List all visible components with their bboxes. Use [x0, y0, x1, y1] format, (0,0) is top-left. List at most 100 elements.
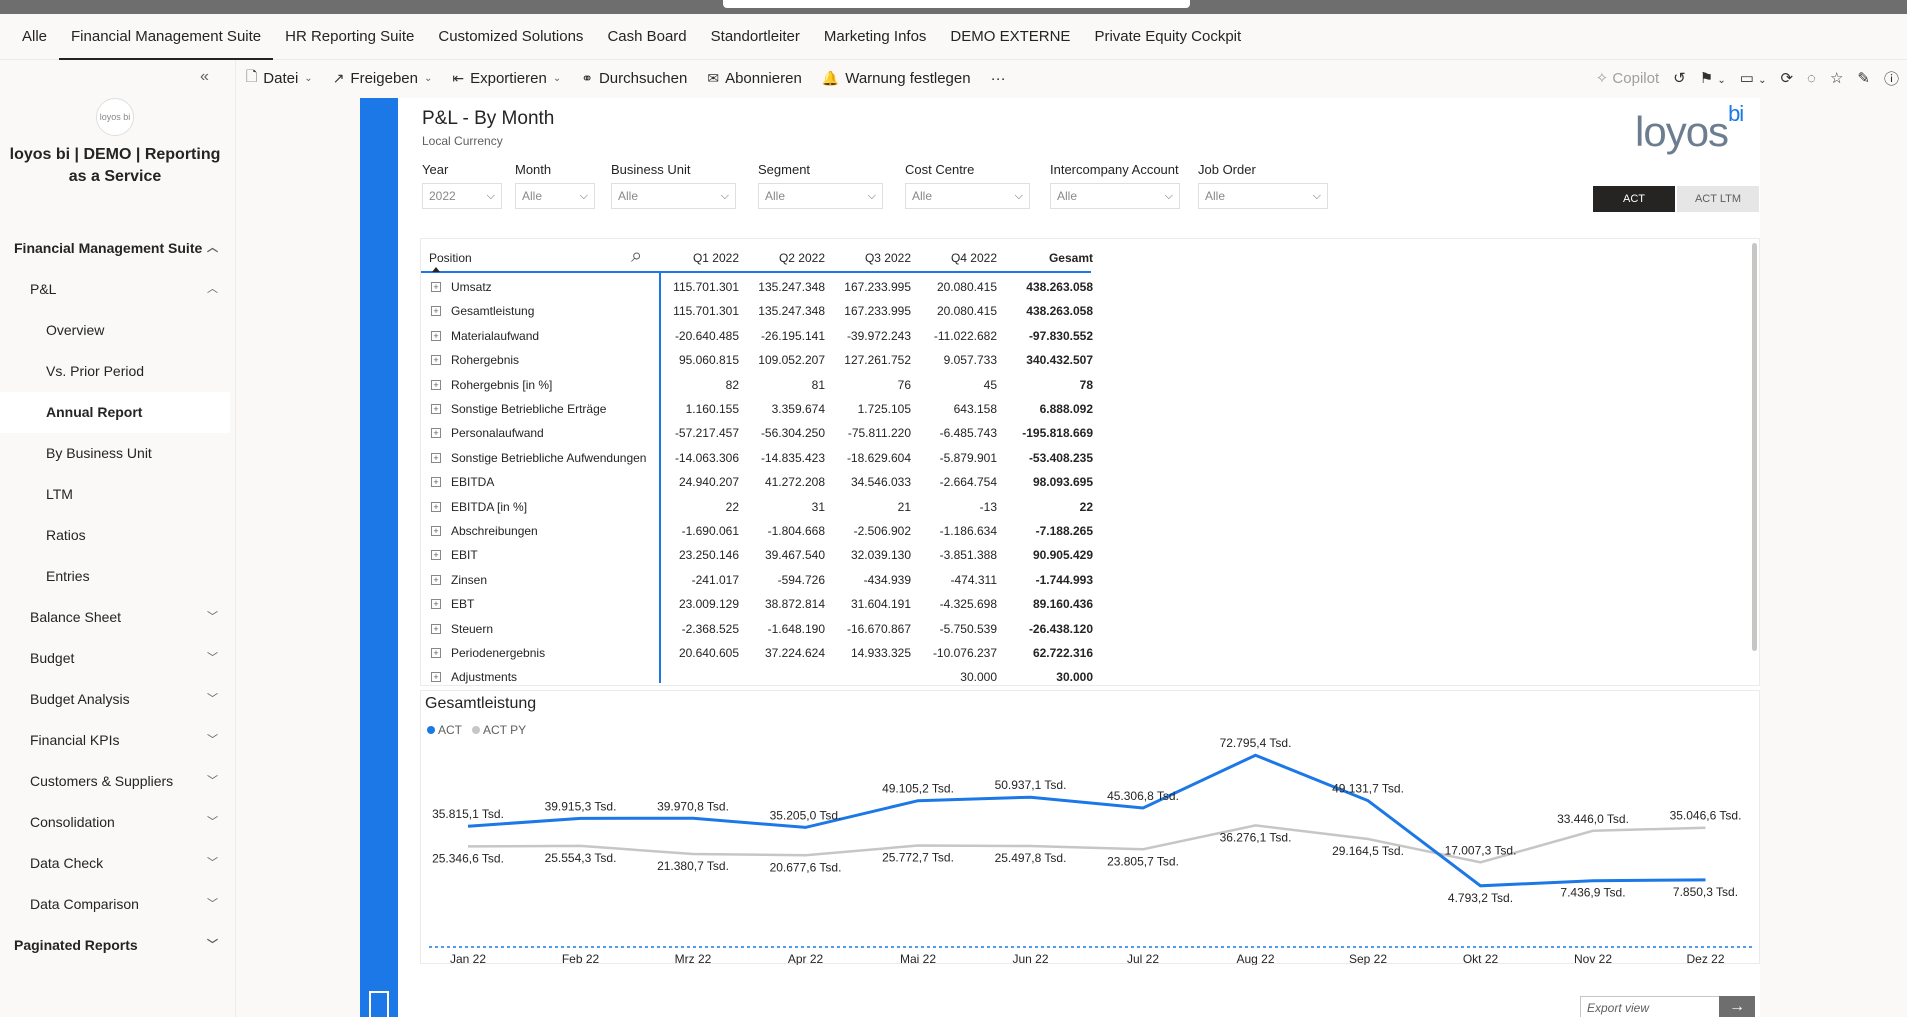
- sidebar-item-ltm[interactable]: LTM: [0, 474, 230, 515]
- chevron-down-icon: ⌄: [423, 72, 433, 84]
- toggle-act-ltm[interactable]: ACT LTM: [1677, 186, 1759, 212]
- export-view-input[interactable]: Export view →: [1580, 996, 1755, 1017]
- legend-act[interactable]: ACT: [427, 723, 462, 737]
- expand-icon[interactable]: +: [431, 501, 441, 512]
- sidebar-item-by-business-unit[interactable]: By Business Unit: [0, 433, 230, 474]
- warnung-button[interactable]: 🔔 Warnung festlegen: [812, 60, 981, 96]
- sidebar-item-p-l[interactable]: P&L ︿: [0, 269, 230, 310]
- freigeben-button[interactable]: ↗ Freigeben ⌄: [323, 60, 443, 96]
- nav-tab-alle[interactable]: Alle: [22, 27, 48, 45]
- header-column[interactable]: Q3 2022: [864, 251, 911, 265]
- expand-icon[interactable]: +: [431, 306, 441, 317]
- chevron-down-icon: ﹀: [207, 898, 218, 910]
- expand-icon[interactable]: +: [431, 452, 441, 463]
- sidebar-item-balance-sheet[interactable]: Balance Sheet ﹀: [0, 597, 230, 638]
- sidebar-item-budget[interactable]: Budget ﹀: [0, 638, 230, 679]
- expand-icon[interactable]: +: [431, 672, 441, 683]
- expand-icon[interactable]: +: [431, 330, 441, 341]
- series-line-act[interactable]: [467, 753, 1706, 888]
- sidebar-item-ratios[interactable]: Ratios: [0, 515, 230, 556]
- more-options-button[interactable]: ···: [990, 69, 1006, 87]
- expand-icon[interactable]: +: [431, 574, 441, 585]
- copilot-button[interactable]: ✧ Copilot: [1595, 70, 1660, 87]
- x-tick-label: Nov 22: [1574, 952, 1612, 965]
- header-position[interactable]: Position: [429, 251, 472, 265]
- abonnieren-button[interactable]: ✉ Abonnieren: [697, 60, 811, 96]
- comment-icon[interactable]: ◌: [1807, 69, 1816, 87]
- cell-value: 135.247.348: [758, 304, 825, 319]
- expand-icon[interactable]: +: [431, 404, 441, 414]
- durchsuchen-button[interactable]: ⚭ Durchsuchen: [571, 60, 697, 96]
- header-column[interactable]: Q4 2022: [950, 251, 997, 265]
- sidebar-item-label: By Business Unit: [46, 445, 152, 461]
- slicer-dropdown[interactable]: Alle ⌵: [515, 183, 595, 209]
- toggle-act[interactable]: ACT: [1593, 186, 1675, 212]
- info-icon[interactable]: ⓘ: [1883, 70, 1899, 88]
- sidebar-item-financial-kpis[interactable]: Financial KPIs ﹀: [0, 720, 230, 761]
- edit-icon[interactable]: ✎: [1857, 70, 1870, 87]
- refresh-icon[interactable]: ⟳: [1780, 70, 1794, 87]
- header-column[interactable]: Q1 2022: [692, 251, 739, 265]
- sidebar-item-data-comparison[interactable]: Data Comparison ﹀: [0, 884, 230, 925]
- sidebar-item-consolidation[interactable]: Consolidation ﹀: [0, 802, 230, 843]
- nav-tab-financial-management-suite[interactable]: Financial Management Suite: [59, 14, 274, 60]
- series-line-act-py[interactable]: [467, 824, 1706, 864]
- freigeben-label: Freigeben: [350, 69, 418, 87]
- slicer-dropdown[interactable]: Alle ⌵: [1050, 183, 1180, 209]
- header-column[interactable]: Q2 2022: [778, 251, 825, 265]
- expand-icon[interactable]: +: [431, 282, 441, 292]
- expand-icon[interactable]: +: [431, 355, 441, 366]
- address-bar[interactable]: [723, 0, 1190, 8]
- sidebar-item-data-check[interactable]: Data Check ﹀: [0, 843, 230, 884]
- nav-tab-private-equity-cockpit[interactable]: Private Equity Cockpit: [1094, 27, 1242, 45]
- expand-icon[interactable]: +: [431, 550, 441, 561]
- legend-act-py[interactable]: ACT PY: [472, 723, 526, 737]
- slicer-dropdown[interactable]: Alle ⌵: [905, 183, 1030, 209]
- nav-tab-cash-board[interactable]: Cash Board: [607, 27, 687, 45]
- nav-tab-customized-solutions[interactable]: Customized Solutions: [438, 27, 584, 45]
- slicer-dropdown[interactable]: Alle ⌵: [611, 183, 736, 209]
- expand-icon[interactable]: +: [431, 428, 441, 439]
- sidebar-item-paginated-reports[interactable]: Paginated Reports ﹀: [0, 925, 230, 966]
- expand-icon[interactable]: +: [431, 379, 441, 390]
- sidebar-item-budget-analysis[interactable]: Budget Analysis ﹀: [0, 679, 230, 720]
- search-icon[interactable]: ⌕: [631, 245, 643, 267]
- view-icon[interactable]: ▭ ⌄: [1739, 70, 1767, 87]
- slicer-dropdown[interactable]: Alle ⌵: [758, 183, 883, 209]
- slicer-label: Job Order: [1198, 162, 1256, 177]
- expand-icon[interactable]: +: [431, 526, 441, 536]
- expand-icon[interactable]: +: [431, 648, 441, 658]
- expand-icon[interactable]: +: [431, 623, 441, 634]
- cell-value: -5.750.539: [939, 621, 997, 636]
- slicer-dropdown[interactable]: 2022 ⌵: [422, 183, 502, 209]
- expand-icon[interactable]: +: [431, 477, 441, 488]
- nav-tab-demo-externe[interactable]: DEMO EXTERNE: [950, 27, 1071, 45]
- sidebar-item-vs-prior-period[interactable]: Vs. Prior Period: [0, 351, 230, 392]
- data-label: 49.105,2 Tsd.: [882, 782, 954, 796]
- expand-icon[interactable]: +: [431, 599, 441, 610]
- bookmark-icon[interactable]: ⚑ ⌄: [1699, 70, 1726, 87]
- datei-button[interactable]: 🗋 Datei ⌄: [236, 60, 323, 96]
- nav-tab-marketing-infos[interactable]: Marketing Infos: [823, 27, 927, 45]
- exportieren-button[interactable]: ⇤ Exportieren ⌄: [442, 60, 571, 96]
- collapse-sidebar-icon[interactable]: «: [200, 68, 209, 85]
- nav-tab-hr-reporting-suite[interactable]: HR Reporting Suite: [285, 27, 415, 45]
- export-go-button[interactable]: →: [1719, 996, 1755, 1017]
- sort-ascending-icon[interactable]: [432, 267, 440, 272]
- slicer-dropdown[interactable]: Alle ⌵: [1198, 183, 1328, 209]
- sidebar-item-entries[interactable]: Entries: [0, 556, 230, 597]
- table-row: + Periodenergebnis 20.640.605 37.224.624 14.…: [421, 641, 1093, 665]
- table-row: + Rohergebnis 95.060.815 109.052.207 127.261…: [421, 348, 1093, 372]
- bookmark-icon[interactable]: [369, 991, 389, 1017]
- sidebar-item-annual-report[interactable]: Annual Report: [0, 392, 230, 433]
- sidebar-item-customers-suppliers[interactable]: Customers & Suppliers ﹀: [0, 761, 230, 802]
- sidebar-item-overview[interactable]: Overview: [0, 310, 230, 351]
- cell-value: 45: [983, 377, 997, 392]
- nav-tab-standortleiter[interactable]: Standortleiter: [710, 27, 800, 45]
- favorite-icon[interactable]: ☆: [1829, 70, 1844, 87]
- sidebar-item-financial-management-suite[interactable]: Financial Management Suite ︿: [0, 228, 230, 269]
- matrix-scrollbar[interactable]: [1752, 243, 1757, 651]
- reset-icon[interactable]: ↺: [1673, 70, 1686, 87]
- header-column[interactable]: Gesamt: [1048, 251, 1093, 265]
- data-label: 45.306,8 Tsd.: [1107, 789, 1179, 803]
